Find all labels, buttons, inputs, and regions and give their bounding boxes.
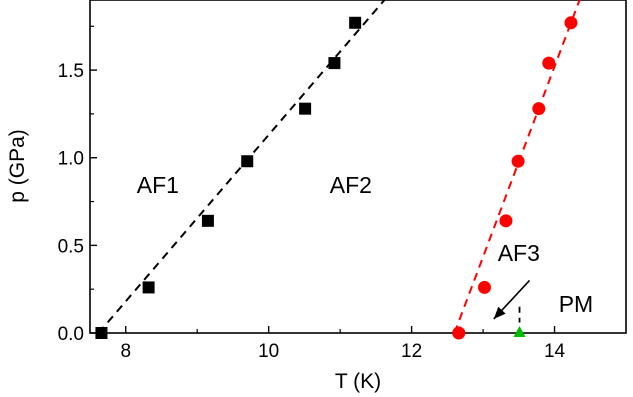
circle-marker	[542, 56, 556, 70]
y-tick-label: 1.0	[58, 149, 84, 170]
dashed-fit-line	[453, 0, 581, 334]
x-axis-label: T (K)	[335, 370, 381, 393]
data-markers	[95, 16, 578, 340]
y-ticks: 0.0 0.5 1.0 1.5	[58, 25, 97, 345]
square-marker	[349, 16, 362, 29]
plot-frame	[89, 0, 627, 334]
y-tick-label: 1.5	[58, 61, 84, 82]
circle-marker	[477, 280, 491, 294]
square-marker	[299, 102, 312, 115]
region-label-pm: PM	[559, 291, 594, 317]
square-marker	[328, 57, 341, 70]
dashed-fit-line	[97, 0, 386, 334]
x-ticks: 8 10 12 14	[120, 326, 566, 362]
y-tick-label: 0.0	[58, 324, 84, 345]
y-axis-label: p (GPa)	[6, 129, 29, 203]
circle-marker	[532, 102, 546, 116]
annotations: AF1 AF2 AF3 PM	[137, 172, 593, 323]
fit-lines	[97, 0, 581, 334]
square-marker	[201, 214, 214, 227]
triangle-marker	[513, 326, 526, 337]
square-marker	[95, 327, 108, 339]
x-tick-label: 12	[401, 341, 422, 362]
region-label-af1: AF1	[137, 172, 179, 198]
circle-marker	[499, 214, 513, 228]
y-tick-label: 0.5	[58, 236, 84, 257]
square-marker	[241, 155, 254, 168]
x-tick-label: 10	[258, 341, 279, 362]
region-label-af3: AF3	[498, 240, 540, 266]
region-label-af2: AF2	[330, 172, 372, 198]
square-marker	[142, 281, 155, 294]
annotation-arrow-head	[493, 306, 506, 319]
x-tick-label: 14	[544, 341, 566, 362]
circle-marker	[564, 16, 578, 30]
circle-marker	[511, 154, 525, 168]
circle-marker	[452, 326, 466, 340]
x-tick-label: 8	[120, 341, 131, 362]
